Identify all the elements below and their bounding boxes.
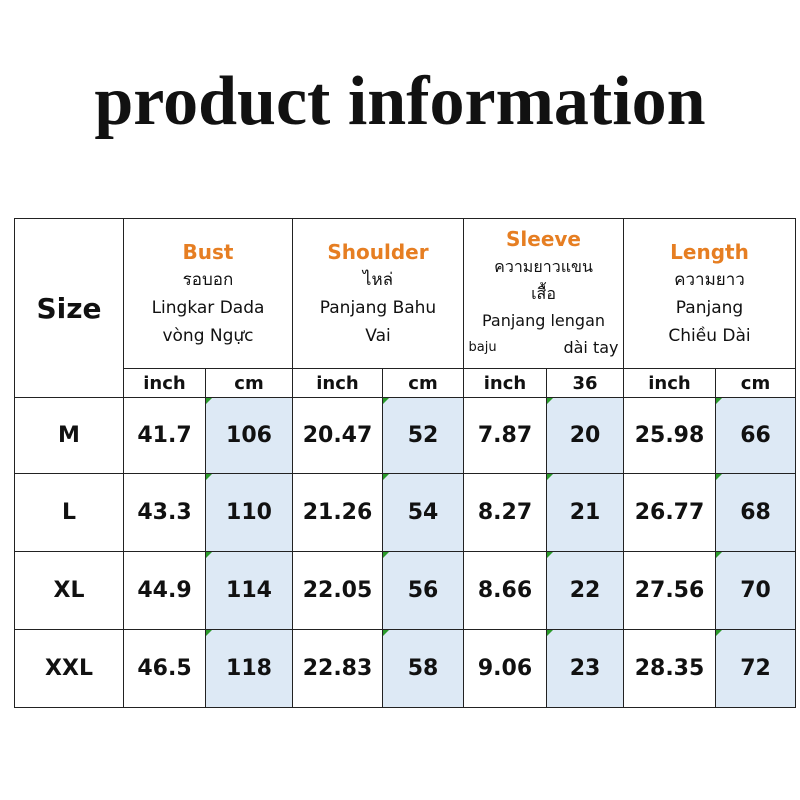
measure-cell: 46.5 — [123, 629, 206, 708]
measure-cell: 52 — [382, 397, 464, 474]
header-line-part: baju — [468, 340, 497, 355]
unit-header: inch — [292, 368, 383, 398]
measure-cell: 20.47 — [292, 397, 383, 474]
header-line: Vai — [365, 325, 391, 346]
header-line: Panjang Bahu — [319, 297, 437, 318]
measure-cell: 25.98 — [623, 397, 716, 474]
size-label: L — [14, 473, 124, 552]
header-line: Panjang — [675, 297, 744, 318]
measure-cell: 68 — [715, 473, 796, 552]
header-split-line: baju dài tay — [469, 334, 619, 361]
page-title: product information — [94, 63, 706, 140]
header-line-part: dài tay — [563, 338, 619, 357]
header-title: Bust — [182, 239, 234, 264]
header-line: เสื้อ — [531, 284, 556, 303]
size-label: M — [14, 397, 124, 474]
size-header: Size — [14, 218, 124, 398]
measure-cell: 114 — [205, 551, 293, 630]
unit-header: 36 — [546, 368, 624, 398]
measure-cell: 20 — [546, 397, 624, 474]
measure-cell: 54 — [382, 473, 464, 552]
measure-cell: 23 — [546, 629, 624, 708]
header-line: ไหล่ — [362, 269, 394, 290]
header-title: Sleeve — [506, 227, 581, 251]
measure-cell: 70 — [715, 551, 796, 630]
header-line: ความยาว — [674, 269, 745, 290]
column-header: Bust รอบอก Lingkar Dada vòng Ngực — [123, 218, 293, 369]
header-title: Length — [670, 239, 749, 264]
unit-header: cm — [715, 368, 796, 398]
measure-cell: 43.3 — [123, 473, 206, 552]
measure-cell: 118 — [205, 629, 293, 708]
measure-cell: 56 — [382, 551, 464, 630]
unit-header: inch — [123, 368, 206, 398]
measure-cell: 22 — [546, 551, 624, 630]
measure-cell: 58 — [382, 629, 464, 708]
header-line: Chiều Dài — [668, 325, 751, 346]
column-header: Length ความยาว Panjang Chiều Dài — [623, 218, 796, 369]
unit-header: cm — [205, 368, 293, 398]
measure-cell: 66 — [715, 397, 796, 474]
size-label: XXL — [14, 629, 124, 708]
measure-cell: 110 — [205, 473, 293, 552]
measure-cell: 72 — [715, 629, 796, 708]
measure-cell: 21.26 — [292, 473, 383, 552]
unit-header: inch — [463, 368, 547, 398]
measure-cell: 22.83 — [292, 629, 383, 708]
header-line: Lingkar Dada — [151, 297, 265, 318]
measure-cell: 41.7 — [123, 397, 206, 474]
measure-cell: 8.27 — [463, 473, 547, 552]
measure-cell: 28.35 — [623, 629, 716, 708]
header-line: ความยาวแขน — [494, 257, 593, 276]
header-line: รอบอก — [182, 269, 234, 290]
measure-cell: 106 — [205, 397, 293, 474]
measure-cell: 22.05 — [292, 551, 383, 630]
unit-header: inch — [623, 368, 716, 398]
measure-cell: 7.87 — [463, 397, 547, 474]
measure-cell: 9.06 — [463, 629, 547, 708]
measure-cell: 44.9 — [123, 551, 206, 630]
header-line: Panjang lengan — [481, 311, 606, 330]
column-header: Shoulder ไหล่ Panjang Bahu Vai — [292, 218, 464, 369]
unit-header: cm — [382, 368, 464, 398]
header-line: vòng Ngực — [162, 325, 254, 346]
measure-cell: 21 — [546, 473, 624, 552]
measure-cell: 8.66 — [463, 551, 547, 630]
measure-cell: 27.56 — [623, 551, 716, 630]
column-header: Sleeve ความยาวแขนเสื้อ Panjang lengan baju d… — [463, 218, 624, 369]
size-label: XL — [14, 551, 124, 630]
header-title: Shoulder — [327, 239, 429, 264]
measure-cell: 26.77 — [623, 473, 716, 552]
